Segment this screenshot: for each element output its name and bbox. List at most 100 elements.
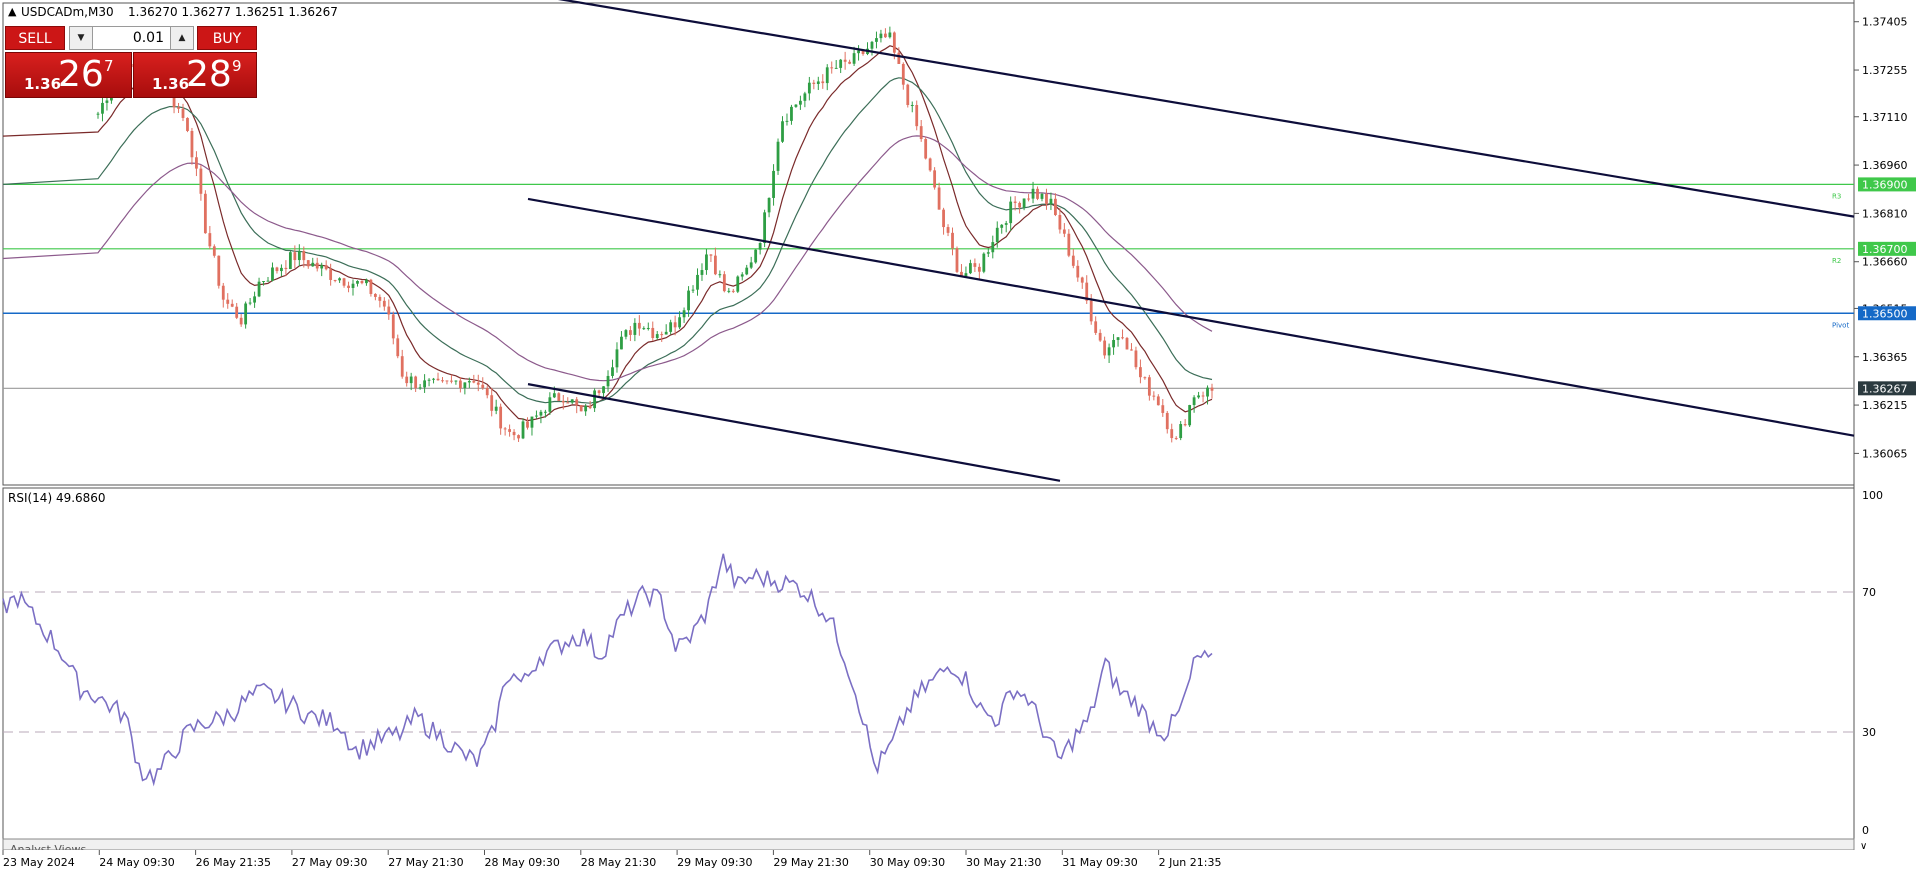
candle-body (839, 59, 843, 68)
candle-body (579, 405, 583, 412)
pivot-tag: Pivot (1832, 321, 1849, 329)
r3-price-tag (1858, 177, 1916, 192)
level-tags: 1.36900 1.36700 1.36500 1.36267 (1858, 177, 1916, 396)
lot-size-input[interactable] (93, 26, 170, 50)
candle-body (633, 322, 637, 335)
candle-body (901, 63, 905, 85)
candle-body (391, 314, 395, 339)
candle-body (1188, 405, 1192, 426)
time-tick-label: 27 May 21:30 (388, 856, 463, 869)
candle-body (969, 263, 972, 274)
candle-body (888, 32, 892, 38)
candle-body (338, 278, 341, 281)
candle-body (620, 336, 623, 350)
candle-body (955, 248, 959, 272)
sell-price-fraction: 7 (104, 57, 114, 75)
candle-body (606, 375, 610, 387)
rsi-tick-0: 0 (1862, 824, 1869, 837)
buy-button[interactable]: BUY (197, 26, 257, 50)
time-tick-label: 2 Jun 21:35 (1159, 856, 1222, 869)
channel-line-lower[interactable] (527, 383, 1061, 482)
candle-body (951, 232, 954, 249)
candle-body (485, 388, 489, 396)
candle-body (803, 93, 807, 101)
candle-body (1156, 396, 1160, 406)
candle-body (177, 107, 180, 109)
candle-body (409, 376, 413, 384)
price-tick-label: 1.36660 (1862, 256, 1908, 269)
candle-body (271, 267, 274, 281)
candle-body (713, 255, 717, 275)
candle-body (1121, 337, 1124, 339)
candle-body (852, 53, 856, 64)
candle-body (1040, 193, 1044, 199)
channel-line-middle[interactable] (527, 197, 1855, 437)
scroll-down-icon[interactable]: ∨ (1860, 841, 1867, 852)
candle-body (597, 390, 601, 394)
candle-body (186, 117, 189, 131)
candle-body (1201, 395, 1205, 397)
candle-body (593, 390, 597, 409)
candle-body (248, 302, 252, 304)
candle-body (360, 280, 364, 284)
candle-body (280, 267, 283, 272)
time-tick-label: 30 May 21:30 (966, 856, 1041, 869)
rsi-tick-100: 100 (1862, 489, 1883, 502)
time-tick-label: 27 May 09:30 (292, 856, 367, 869)
candle-body (382, 300, 386, 307)
candle-body (499, 406, 503, 429)
candle-body (651, 327, 655, 339)
rsi-tick-30: 30 (1862, 726, 1876, 739)
candle-body (1170, 429, 1174, 439)
trend-channel[interactable] (527, 0, 1855, 482)
one-click-trading-panel: SELL ▼ ▲ BUY 1.36 26 7 1.36 28 9 (5, 26, 257, 98)
candle-body (1139, 367, 1142, 378)
candle-body (879, 33, 883, 39)
candle-body (1098, 332, 1102, 341)
candle-body (642, 328, 646, 330)
channel-line-upper[interactable] (550, 0, 1855, 218)
candle-body (351, 283, 355, 288)
main-pane[interactable] (2, 2, 1855, 486)
lot-increase-button[interactable]: ▲ (170, 26, 194, 50)
candle-body (821, 81, 825, 84)
candle-body (843, 59, 847, 62)
candle-body (705, 254, 708, 271)
candle-body (566, 402, 570, 404)
candle-body (575, 399, 579, 406)
candle-body (257, 281, 261, 297)
candle-body (1089, 300, 1093, 322)
candle-body (691, 289, 695, 291)
candle-body (1107, 347, 1111, 356)
candle-body (740, 274, 744, 277)
candle-body (423, 380, 426, 388)
candle-body (1103, 340, 1107, 356)
buy-price-display[interactable]: 1.36 28 9 (133, 52, 257, 98)
rsi-pane[interactable] (2, 487, 1855, 840)
candle-body (1197, 395, 1200, 398)
candle-body (919, 126, 923, 140)
candle-body (208, 233, 212, 247)
candle-body (897, 52, 901, 64)
candle-body (203, 193, 207, 234)
candle-body (933, 170, 937, 188)
lot-decrease-button[interactable]: ▼ (69, 26, 93, 50)
candle-body (101, 102, 104, 114)
candle-body (1027, 198, 1030, 200)
candle-body (1071, 255, 1075, 266)
candle-body (1125, 337, 1129, 350)
sell-button[interactable]: SELL (5, 26, 65, 50)
symbol-icon: ▲ (8, 5, 17, 18)
candle-body (445, 380, 449, 382)
candle-body (284, 267, 288, 270)
candle-body (682, 310, 686, 318)
candle-body (521, 421, 525, 439)
candle-body (776, 141, 780, 171)
candle-body (503, 428, 507, 430)
candle-body (655, 334, 659, 339)
candle-body (373, 293, 377, 297)
pivot-levels: R3 R2 Pivot (3, 183, 1854, 389)
sell-price-display[interactable]: 1.36 26 7 (5, 52, 132, 98)
price-tick-label: 1.36810 (1862, 207, 1908, 220)
